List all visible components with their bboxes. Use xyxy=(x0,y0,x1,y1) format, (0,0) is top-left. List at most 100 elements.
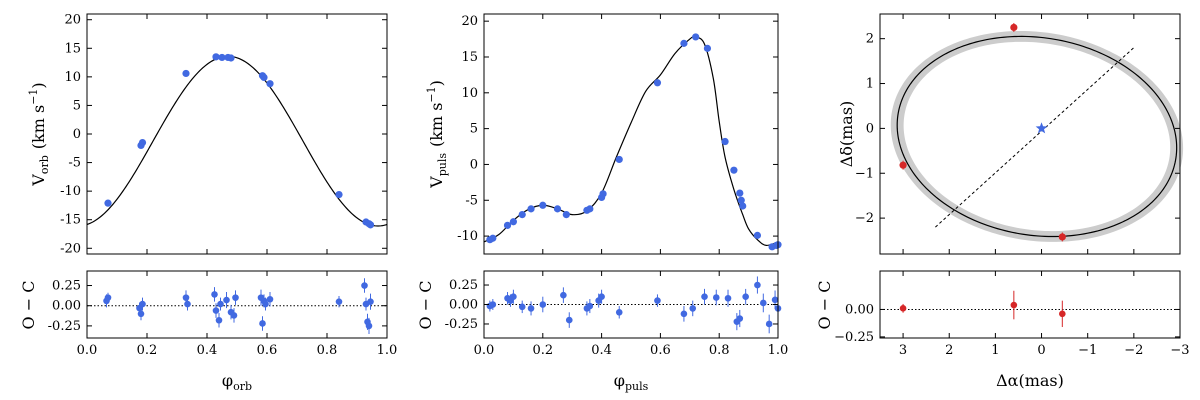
puls-main-ytick-label: 5 xyxy=(470,122,478,137)
puls-res-point xyxy=(560,291,567,299)
orbital-residual-frame xyxy=(86,270,388,339)
orb-res-point xyxy=(215,316,223,324)
orb-rv-point xyxy=(182,69,190,78)
puls-res-point xyxy=(518,303,526,311)
orbital-x-label: φorb xyxy=(222,371,252,393)
orb-res-ytick-label: 0.00 xyxy=(52,299,81,314)
astro-res-ytick-label: 0.00 xyxy=(845,302,874,317)
astro-res-xtick-label: 0 xyxy=(1037,343,1045,358)
orb-res-point xyxy=(232,294,239,301)
puls-main-ytick-label: -5 xyxy=(465,193,478,208)
puls-main-ytick-label: 10 xyxy=(461,86,478,101)
astro-res-point xyxy=(899,305,907,312)
astrometric-x-label: Δα(mas) xyxy=(996,371,1064,390)
puls-res-point xyxy=(736,315,744,322)
orb-res-xtick-label: 0.8 xyxy=(317,343,338,358)
puls-res-point xyxy=(615,308,623,316)
puls-res-point xyxy=(765,320,773,328)
orbital-rv-frame xyxy=(86,13,388,255)
astro-res-xtick-label: 3 xyxy=(899,343,907,358)
puls-rv-point xyxy=(539,201,547,209)
orb-rv-point xyxy=(260,73,268,82)
puls-rv-point xyxy=(736,189,744,197)
puls-rv-point xyxy=(518,210,526,219)
orb-res-xtick-label: 0.4 xyxy=(197,343,218,358)
puls-res-xtick-label: 0.6 xyxy=(650,343,671,358)
orb-main-ytick-label: 0 xyxy=(73,127,81,142)
orb-rv-point xyxy=(218,53,226,62)
orbit-uncertainty-band xyxy=(890,31,1184,242)
orb-res-point xyxy=(137,310,145,318)
center-of-mass-star-icon xyxy=(1035,122,1048,134)
orb-res-point xyxy=(367,298,374,305)
puls-rv-point xyxy=(703,44,712,52)
orb-rv-point xyxy=(227,54,235,62)
astro-res-xtick-label: −3 xyxy=(1170,343,1189,358)
orb-rv-point xyxy=(366,221,375,229)
puls-res-ytick-label: 0.25 xyxy=(449,278,478,293)
orb-rv-point xyxy=(212,53,220,61)
orb-res-xtick-label: 0.2 xyxy=(137,343,158,358)
orb-res-xtick-label: 0.0 xyxy=(77,343,98,358)
orb-main-ytick-label: -5 xyxy=(68,156,81,171)
puls-main-ytick-label: 0 xyxy=(470,157,478,172)
puls-rv-point xyxy=(509,218,517,226)
puls-res-point xyxy=(760,299,767,307)
puls-model-curve xyxy=(483,35,779,247)
puls-rv-point xyxy=(562,210,570,219)
puls-res-xtick-label: 0.2 xyxy=(532,343,553,358)
orb-res-point xyxy=(361,282,368,289)
orb-res-point xyxy=(104,294,112,301)
puls-res-point xyxy=(586,302,594,310)
puls-main-ytick-label: 20 xyxy=(461,14,478,29)
panel-astrometric: −2 −1 0 1 2 −0.25 0.00 3 2 1 0 −1 −2 −3 Δδ(mas) O − … xyxy=(815,13,1190,390)
puls-rv-point xyxy=(553,205,562,213)
orb-main-ytick-label: 15 xyxy=(64,41,81,56)
orb-main-ytick-label: -20 xyxy=(60,241,81,256)
astro-main-ytick-label: −1 xyxy=(855,166,874,181)
astro-res-ytick-label: −0.25 xyxy=(834,330,874,345)
orb-res-point xyxy=(266,295,274,303)
astro-res-xtick-label: 2 xyxy=(945,343,953,358)
orb-res-ytick-label: 0.25 xyxy=(52,279,81,294)
puls-res-point xyxy=(680,310,688,318)
puls-res-ytick-label: 0.00 xyxy=(449,298,478,313)
orb-rv-point xyxy=(138,138,147,147)
puls-res-point xyxy=(489,301,497,308)
astro-res-point xyxy=(1010,301,1018,309)
puls-res-point xyxy=(701,293,708,301)
puls-rv-point xyxy=(653,79,662,87)
pulsation-residual-plot: -0.25 0.00 0.25 0.0 0.2 0.4 0.6 0.8 1.0 xyxy=(445,271,789,358)
puls-res-point xyxy=(565,316,573,324)
orb-main-ytick-label: 10 xyxy=(64,70,81,85)
orbit-ellipse xyxy=(896,35,1178,238)
orb-main-ytick-label: 5 xyxy=(73,98,81,113)
puls-res-point xyxy=(689,305,697,312)
orb-res-point xyxy=(217,300,224,308)
orb-res-point xyxy=(365,322,373,330)
astro-main-ytick-label: 2 xyxy=(866,32,874,47)
astrometric-orbit-plot: −2 −1 0 1 2 xyxy=(855,14,1184,254)
orb-main-ytick-label: 20 xyxy=(64,13,81,28)
orb-rv-point xyxy=(266,80,274,88)
orb-res-point xyxy=(262,300,269,308)
astrometric-residual-y-label: O − C xyxy=(815,281,834,330)
orb-res-point xyxy=(212,307,220,314)
puls-rv-point xyxy=(692,33,700,41)
puls-res-xtick-label: 1.0 xyxy=(768,343,789,358)
puls-rv-point xyxy=(489,234,497,242)
puls-rv-point xyxy=(680,39,688,47)
orbital-residual-y-label: O − C xyxy=(19,281,38,330)
astro-main-ytick-label: 0 xyxy=(866,121,874,136)
astro-res-xtick-label: 1 xyxy=(991,343,999,358)
puls-rv-point xyxy=(721,137,729,146)
orbital-y-label: Vorb(km s−1) xyxy=(27,82,51,186)
orbital-residual-plot: -0.25 0.00 0.25 0.0 0.2 0.4 0.6 0.8 1.0 xyxy=(48,271,397,358)
orb-res-ytick-label: -0.25 xyxy=(48,319,81,334)
astrometric-point xyxy=(899,161,907,169)
puls-res-point xyxy=(654,297,661,304)
pulsation-rv-frame xyxy=(483,13,779,255)
astro-res-xtick-label: −1 xyxy=(1078,343,1097,358)
astrometric-point xyxy=(1010,23,1018,32)
